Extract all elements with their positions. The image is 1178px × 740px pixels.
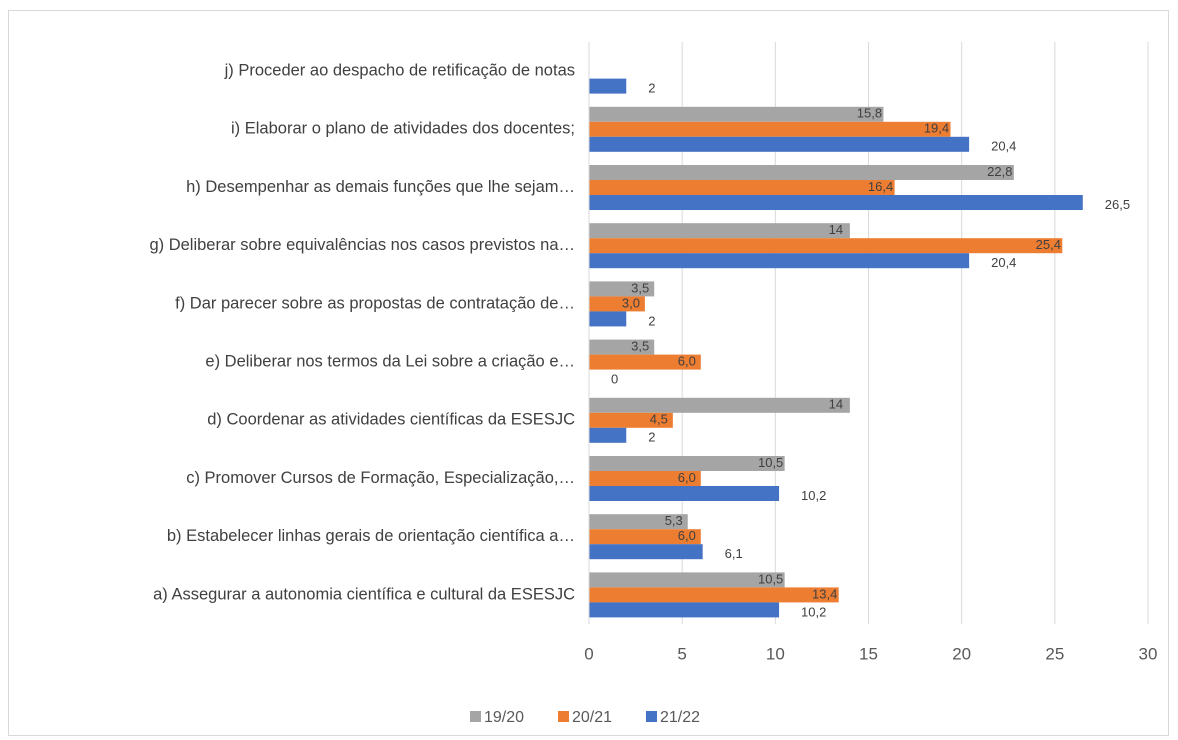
value-label: 2 (648, 81, 655, 96)
value-label: 3,5 (631, 280, 649, 295)
value-label: 6,0 (678, 470, 696, 485)
value-label: 13,4 (812, 586, 837, 601)
value-label: 2 (648, 430, 655, 445)
bar (589, 238, 1063, 254)
bar (589, 412, 673, 428)
category-label: d) Coordenar as atividades científicas d… (207, 411, 575, 429)
value-label: 6,1 (725, 546, 743, 561)
value-label: 25,4 (1036, 237, 1061, 252)
bar (589, 587, 839, 603)
x-tick-label: 0 (584, 644, 593, 663)
value-label: 6,0 (678, 354, 696, 369)
value-label: 10,2 (801, 604, 826, 619)
legend-label: 21/22 (660, 709, 700, 726)
legend-swatch (470, 711, 481, 722)
bar (589, 180, 895, 195)
bar (589, 311, 627, 327)
value-label: 0 (611, 372, 618, 387)
category-label: j) Proceder ao despacho de retificação d… (224, 61, 575, 79)
value-label: 10,5 (758, 571, 783, 586)
bar (589, 354, 701, 370)
value-label: 10,2 (801, 488, 826, 503)
value-label: 14 (829, 222, 843, 237)
x-tick-label: 10 (766, 644, 785, 663)
x-tick-label: 20 (952, 644, 971, 663)
value-label: 20,4 (991, 255, 1016, 270)
value-label: 2 (648, 313, 655, 328)
value-label: 6,0 (678, 528, 696, 543)
bar (589, 486, 780, 501)
category-label: f) Dar parecer sobre as propostas de con… (175, 294, 575, 312)
bar (589, 339, 655, 355)
value-label: 4,5 (650, 412, 668, 427)
legend-label: 19/20 (484, 709, 524, 726)
bar (589, 572, 785, 588)
bar (589, 223, 850, 239)
bar (589, 281, 655, 297)
bar (589, 544, 703, 560)
x-tick-label: 15 (859, 644, 878, 663)
value-label: 22,8 (987, 164, 1012, 179)
bar (589, 165, 1014, 180)
bar (589, 121, 951, 137)
value-label: 20,4 (991, 139, 1016, 154)
bar (589, 397, 850, 413)
bar (589, 78, 627, 94)
category-label: i) Elaborar o plano de atividades dos do… (231, 120, 575, 138)
value-label: 16,4 (868, 179, 893, 194)
bar (589, 195, 1083, 210)
bar (589, 136, 970, 152)
x-tick-label: 25 (1045, 644, 1064, 663)
value-label: 15,8 (857, 106, 882, 121)
bar (589, 529, 701, 545)
value-label: 3,5 (631, 339, 649, 354)
category-label: c) Promover Cursos de Formação, Especial… (186, 469, 575, 487)
bar (589, 253, 970, 269)
category-label: e) Deliberar nos termos da Lei sobre a c… (205, 352, 575, 370)
bar (589, 456, 785, 471)
value-label: 14 (829, 397, 843, 412)
category-label: b) Estabelecer linhas gerais de orientaç… (167, 527, 575, 545)
bar (589, 514, 688, 530)
x-tick-label: 5 (677, 644, 686, 663)
bar (589, 427, 627, 443)
legend-swatch (646, 711, 657, 722)
bar (589, 296, 645, 312)
category-label: a) Assegurar a autonomia científica e cu… (153, 585, 575, 603)
value-label: 10,5 (758, 455, 783, 470)
value-label: 26,5 (1105, 197, 1130, 212)
category-label: h) Desempenhar as demais funções que lhe… (186, 178, 575, 196)
legend-swatch (558, 711, 569, 722)
legend-label: 20/21 (572, 709, 612, 726)
chart-frame (8, 10, 1169, 736)
value-label: 3,0 (622, 295, 640, 310)
bar (589, 471, 701, 486)
value-label: 19,4 (924, 121, 949, 136)
bar (589, 106, 884, 122)
value-label: 5,3 (665, 513, 683, 528)
x-tick-label: 30 (1139, 644, 1158, 663)
bar (589, 602, 780, 618)
category-label: g) Deliberar sobre equivalências nos cas… (149, 236, 575, 254)
